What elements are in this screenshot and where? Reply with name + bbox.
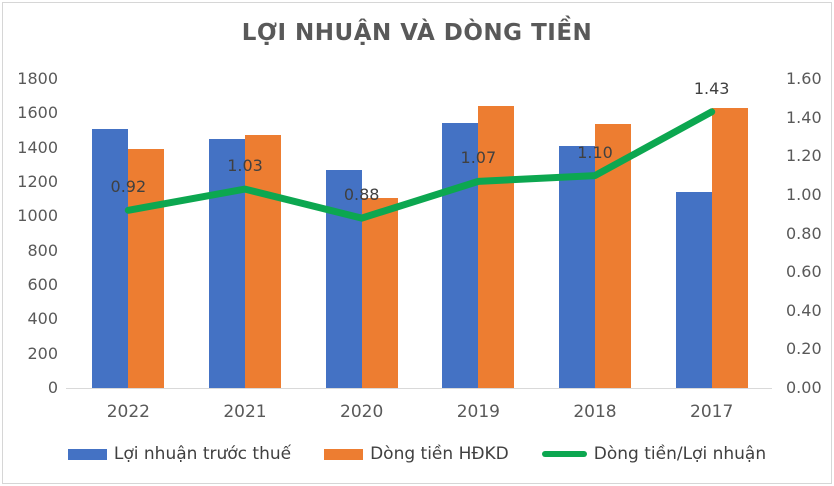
x-axis-label: 2017 [690, 402, 734, 422]
left-axis-tick: 1800 [17, 69, 58, 88]
bar-d-ng-ti-n-h-kd [595, 123, 631, 388]
left-axis-tick: 1400 [17, 137, 58, 157]
legend-label: Lợi nhuận trước thuế [113, 444, 292, 464]
right-axis-tick: 0.80 [786, 223, 822, 243]
x-axis-label: 2020 [340, 402, 384, 422]
bar-l-i-nhu-n-tr-c-thu- [92, 128, 129, 388]
line-data-label: 1.07 [460, 148, 497, 168]
legend-label: Dòng tiền/Lợi nhuận [593, 444, 767, 464]
right-axis-tick: 0.40 [786, 300, 822, 320]
left-axis-tick: 800 [27, 240, 58, 260]
legend-item: Dòng tiền HĐKD [324, 444, 509, 464]
legend-label: Dòng tiền HĐKD [370, 444, 509, 464]
x-axis-label: 2018 [573, 402, 617, 422]
legend: Lợi nhuận trước thuế Dòng tiền HĐKD Dòng t… [0, 444, 834, 464]
line-data-label: 1.10 [577, 142, 613, 162]
x-axis-label: 2021 [223, 402, 267, 422]
line-data-label: 1.43 [693, 78, 730, 98]
x-axis-line [66, 388, 772, 389]
right-axis-tick: 1.40 [786, 107, 822, 127]
bar-l-i-nhu-n-tr-c-thu- [209, 139, 245, 388]
legend-bar-swatch [324, 448, 364, 460]
left-axis-tick: 1200 [17, 172, 58, 191]
right-axis-tick: 1.60 [786, 69, 822, 88]
legend-line-swatch [541, 451, 587, 457]
left-axis-tick: 1600 [17, 103, 58, 123]
right-axis-tick: 1.20 [786, 146, 822, 166]
left-axis-tick: 200 [27, 343, 58, 363]
left-axis-tick: 0 [47, 378, 58, 397]
bar-l-i-nhu-n-tr-c-thu- [559, 145, 595, 388]
left-axis-tick: 600 [27, 275, 58, 294]
left-axis-tick: 400 [27, 309, 58, 329]
right-axis-tick: 0.00 [786, 378, 822, 397]
legend-item: Lợi nhuận trước thuế [67, 444, 292, 464]
line-data-label: 0.92 [110, 177, 147, 197]
bar-d-ng-ti-n-h-kd [361, 198, 398, 388]
line-data-label: 1.03 [227, 156, 263, 176]
bar-d-ng-ti-n-h-kd [711, 108, 748, 388]
legend-bar-swatch [67, 448, 107, 460]
legend-item: Dòng tiền/Lợi nhuận [541, 444, 767, 464]
right-axis-tick: 0.60 [786, 262, 822, 282]
right-axis-tick: 1.00 [786, 184, 822, 204]
bar-l-i-nhu-n-tr-c-thu- [675, 192, 712, 388]
x-axis-label: 2022 [106, 402, 150, 422]
line-data-label: 0.88 [343, 185, 380, 205]
x-axis-label: 2019 [456, 402, 500, 422]
chart-title: LỢI NHUẬN VÀ DÒNG TIỀN [241, 20, 593, 46]
right-axis-tick: 0.20 [786, 339, 822, 359]
left-axis-tick: 1000 [17, 206, 58, 226]
